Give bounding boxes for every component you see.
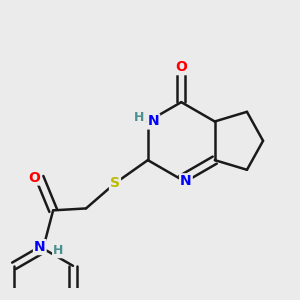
Text: H: H — [134, 111, 144, 124]
Text: N: N — [34, 240, 46, 254]
Text: H: H — [53, 244, 63, 257]
Text: O: O — [28, 170, 40, 184]
Text: N: N — [148, 115, 159, 128]
Text: N: N — [180, 174, 192, 188]
Text: S: S — [110, 176, 120, 190]
Text: O: O — [175, 60, 187, 74]
